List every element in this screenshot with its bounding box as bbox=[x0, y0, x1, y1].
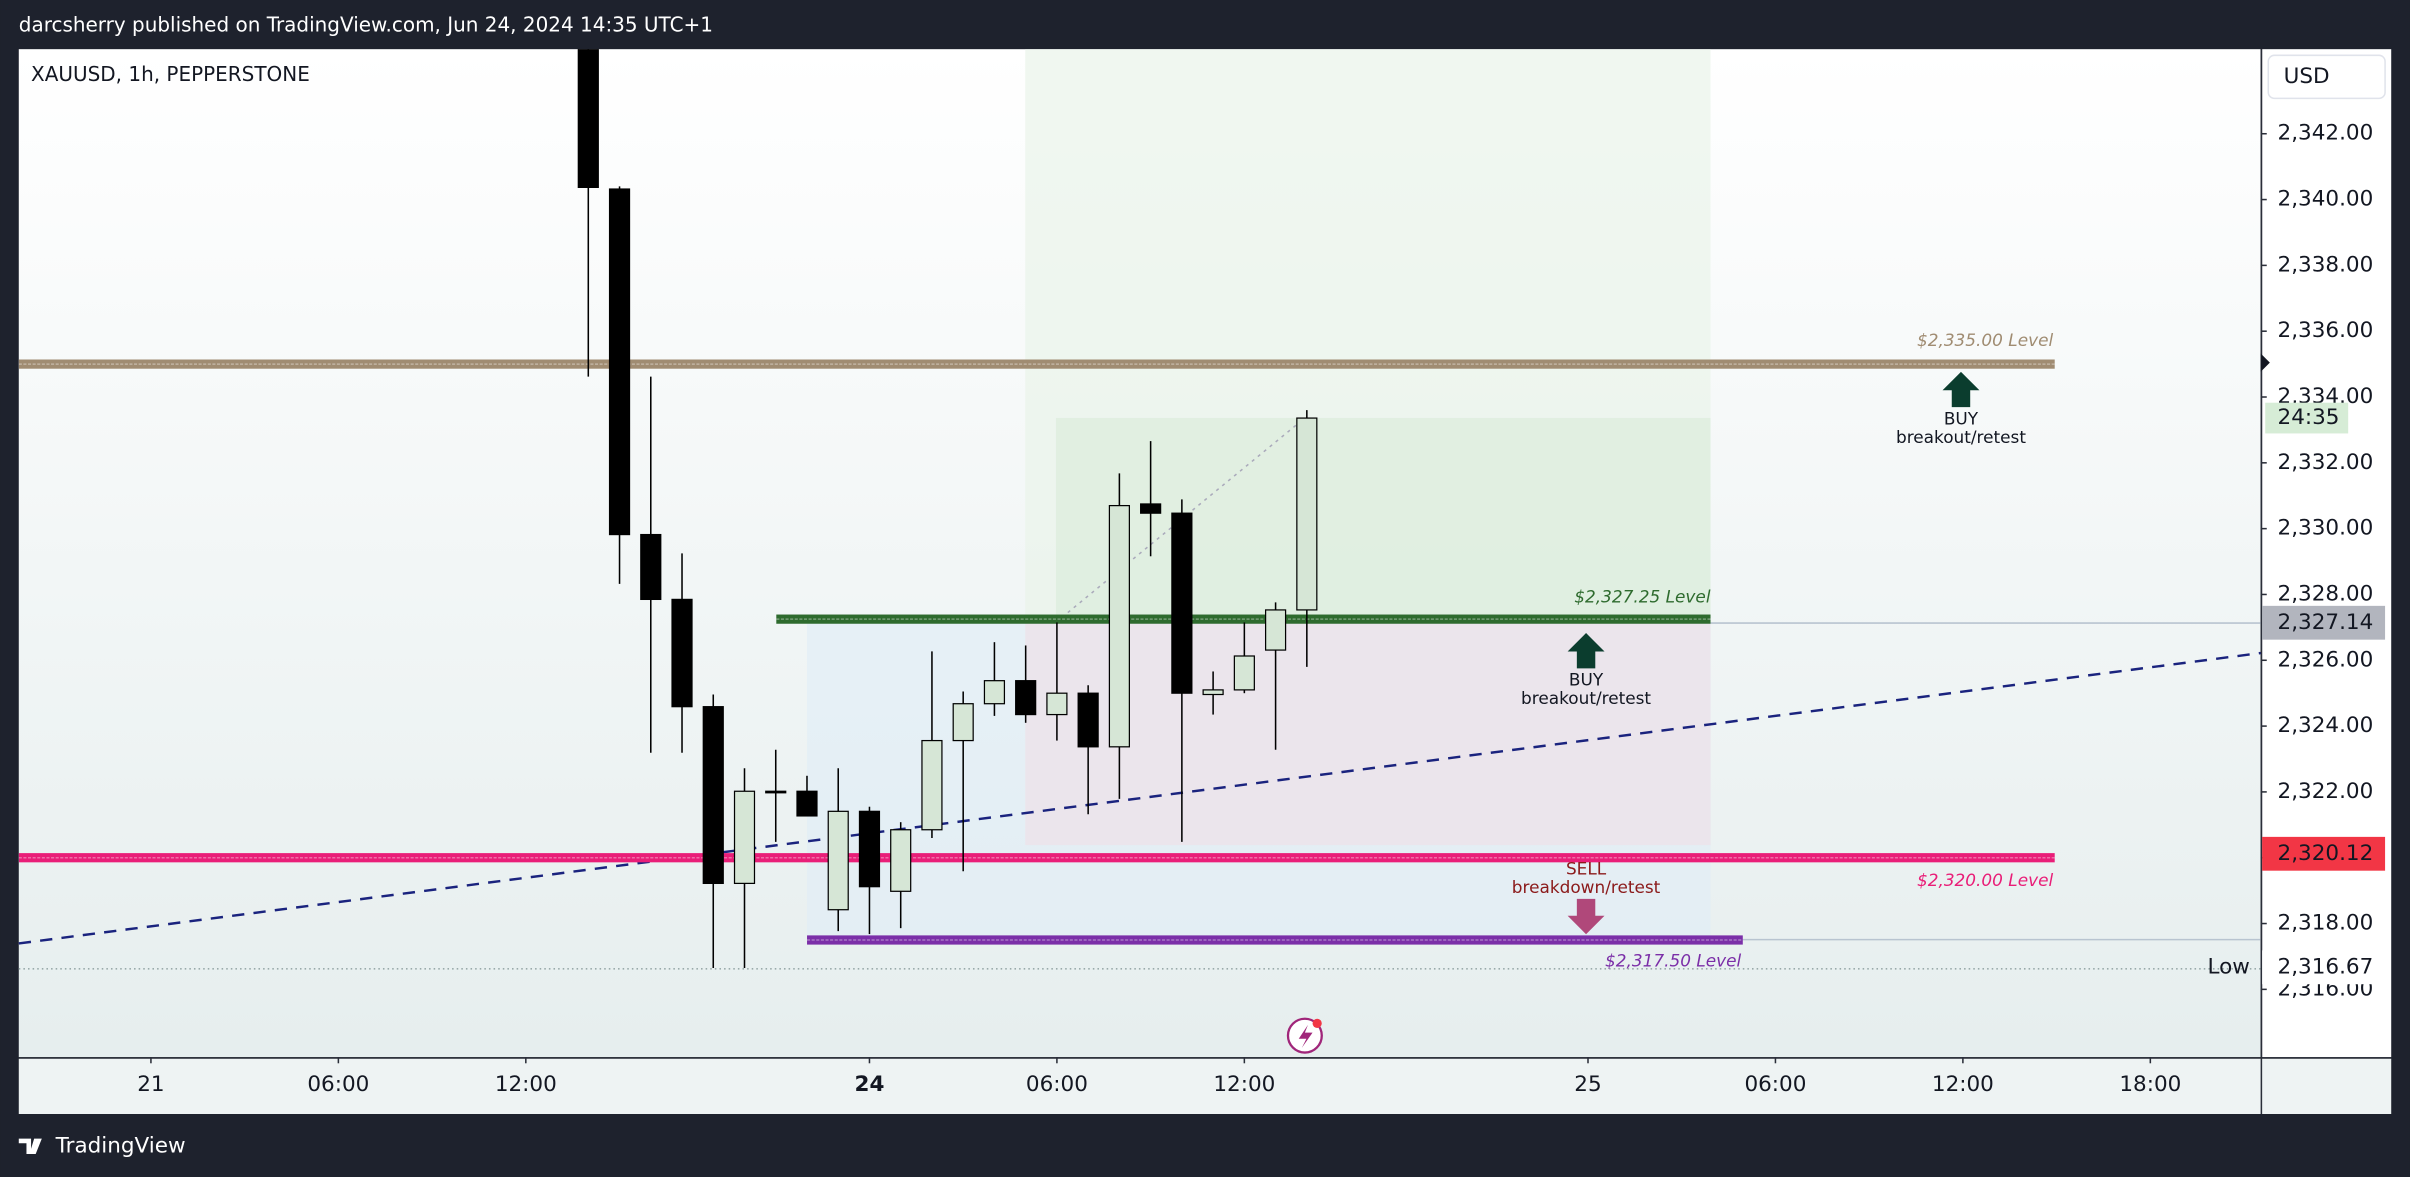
annotation-action: BUY bbox=[1944, 408, 1979, 428]
candle-body bbox=[733, 790, 756, 885]
candle-body bbox=[671, 598, 693, 708]
x-tick-label: 18:00 bbox=[2119, 1072, 2181, 1097]
y-tick-label: 2,336.00 bbox=[2278, 318, 2374, 343]
candle-body bbox=[796, 790, 818, 817]
candle-body bbox=[921, 739, 943, 831]
y-tick-label: 2,342.00 bbox=[2278, 121, 2374, 146]
price-label-box bbox=[2262, 605, 2386, 640]
level-line bbox=[776, 614, 1711, 624]
candle-body bbox=[1140, 503, 1162, 514]
candle-body bbox=[1046, 692, 1068, 716]
y-tick-label: 2,322.00 bbox=[2278, 779, 2374, 804]
scroll-marker bbox=[2260, 353, 2270, 372]
arrow bbox=[1567, 633, 1605, 669]
price-label-note: Low bbox=[2208, 954, 2250, 979]
y-tick-label: 2,326.00 bbox=[2278, 647, 2374, 672]
candle-body bbox=[890, 829, 912, 892]
candle-body bbox=[1015, 680, 1037, 716]
x-tick-label: 06:00 bbox=[1026, 1072, 1088, 1097]
plot bbox=[18, 49, 2055, 968]
price-label: 2,320.12 bbox=[2278, 841, 2374, 866]
arrow bbox=[1942, 371, 1980, 408]
annotation-text: breakdown/retest bbox=[1512, 877, 1661, 897]
event-dot bbox=[1312, 1018, 1322, 1028]
candle-body bbox=[858, 810, 881, 888]
candle-body bbox=[827, 810, 849, 911]
level-label: $2,317.50 Level bbox=[1605, 951, 1742, 971]
y-tick-label: 2,332.00 bbox=[2278, 450, 2374, 475]
price-axis bbox=[2262, 49, 2392, 1058]
candle-body bbox=[1108, 504, 1130, 748]
zone bbox=[1055, 417, 1711, 623]
level-label: $2,320.00 Level bbox=[1917, 870, 2054, 890]
annotation-action: BUY bbox=[1569, 670, 1604, 690]
price-label-box bbox=[2262, 836, 2386, 871]
candle-body bbox=[983, 680, 1006, 705]
countdown-box bbox=[2265, 402, 2349, 434]
symbol: XAUUSD, 1h, PEPPERSTONE bbox=[31, 62, 310, 86]
currency-button[interactable] bbox=[2267, 54, 2386, 100]
y-tick-label: 2,338.00 bbox=[2278, 252, 2374, 277]
x-tick-label: 12:00 bbox=[1213, 1072, 1275, 1097]
price-label: 2,327.14 bbox=[2278, 610, 2374, 635]
level-line bbox=[18, 853, 2055, 863]
annotation-action: SELL bbox=[1566, 859, 1607, 879]
y-tick-label: 2,328.00 bbox=[2278, 581, 2374, 606]
annotation-text: breakout/retest bbox=[1521, 688, 1651, 708]
y-tick-label: 2,340.00 bbox=[2278, 187, 2374, 212]
annotation-text: breakout/retest bbox=[1896, 427, 2026, 447]
time-axis bbox=[18, 1058, 2392, 1115]
y-tick-label: 2,330.00 bbox=[2278, 516, 2374, 541]
event-icon-bolt bbox=[1298, 1024, 1313, 1048]
brand-logo bbox=[18, 1138, 42, 1154]
countdown: 24:35 bbox=[2278, 405, 2340, 430]
x-tick-label: 12:00 bbox=[1932, 1072, 1994, 1097]
price-label: 2,316.67 bbox=[2278, 954, 2374, 979]
x-tick-label: 24 bbox=[855, 1072, 885, 1097]
candle-body bbox=[577, 49, 599, 188]
trend-line bbox=[18, 651, 2261, 945]
level-line bbox=[18, 359, 2055, 369]
candle-body bbox=[1264, 609, 1287, 651]
zone bbox=[1025, 622, 1711, 846]
currency: USD bbox=[2284, 64, 2330, 89]
level-label: $2,327.25 Level bbox=[1574, 587, 1711, 607]
candle-body bbox=[702, 706, 724, 885]
x-tick-label: 21 bbox=[137, 1072, 164, 1097]
x-tick-label: 06:00 bbox=[307, 1072, 369, 1097]
candle-body bbox=[1077, 692, 1099, 748]
arrow bbox=[1567, 898, 1605, 935]
candle-body bbox=[765, 790, 787, 794]
price-label-box bbox=[2262, 950, 2386, 985]
candle-body bbox=[1233, 655, 1255, 691]
candle-body bbox=[1171, 512, 1193, 694]
x-tick-label: 25 bbox=[1574, 1072, 1601, 1097]
y-tick-label: 2,318.00 bbox=[2278, 911, 2374, 936]
y-tick-label: 2,324.00 bbox=[2278, 713, 2374, 738]
candle-body bbox=[1296, 417, 1318, 611]
x-tick-label: 06:00 bbox=[1744, 1072, 1806, 1097]
candle-body bbox=[640, 533, 662, 601]
x-tick-label: 12:00 bbox=[495, 1072, 557, 1097]
candle-body bbox=[1202, 689, 1224, 696]
candle-body bbox=[608, 188, 631, 536]
candle-body bbox=[952, 703, 974, 742]
level-line bbox=[807, 935, 1743, 945]
header: darcsherry published on TradingView.com,… bbox=[19, 13, 713, 37]
level-label: $2,335.00 Level bbox=[1917, 330, 2054, 350]
brand: TradingView bbox=[55, 1133, 186, 1158]
